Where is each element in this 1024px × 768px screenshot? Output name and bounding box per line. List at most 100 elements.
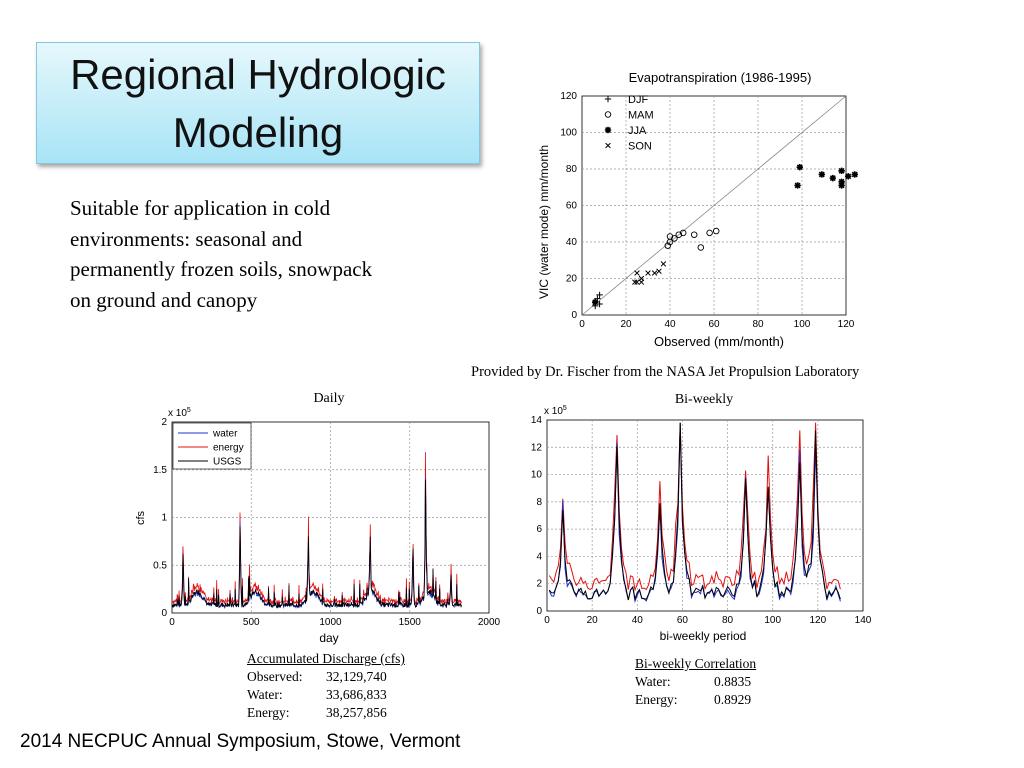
daily-chart-title: Daily <box>313 391 344 406</box>
biweekly-axes-box <box>546 419 864 612</box>
discharge-value-observed: 32,129,740 <box>326 669 387 684</box>
daily-xtick-label: 0 <box>169 617 175 628</box>
et-xtick-label: 0 <box>579 319 585 330</box>
biweekly-multiplier-exp: 5 <box>563 405 567 412</box>
correlation-row-water: Water: 0.8835 <box>635 673 756 691</box>
body-text: Suitable for application in cold environ… <box>70 193 470 315</box>
et-point-jja <box>838 178 845 185</box>
biweekly-xtick-label: 120 <box>810 615 827 626</box>
body-line-2: environments: seasonal and <box>70 226 303 251</box>
et-point-jja <box>838 167 845 175</box>
et-point-son <box>634 270 640 276</box>
daily-plot-area: 0 500 1000 1500 2000 0 0.5 1 1.5 2 water energy USGS <box>153 417 500 628</box>
et-point-son <box>651 270 658 276</box>
et-point-jja <box>796 163 803 171</box>
correlation-label-energy: Energy: <box>635 692 678 707</box>
biweekly-xtick-label: 140 <box>855 615 872 626</box>
slide-title-line-2: Modeling <box>172 109 344 156</box>
et-chart-title: Evapotranspiration (1986-1995) <box>629 70 812 85</box>
et-xtick-label: 100 <box>794 319 811 330</box>
et-point-mam <box>671 235 678 242</box>
et-legend-label-djf: DJF <box>628 94 648 106</box>
discharge-label-water: Water: <box>247 687 283 702</box>
daily-multiplier-exp: 5 <box>187 407 191 414</box>
biweekly-plot-area: 0 20 40 60 80 100 120 140 0 2 4 6 8 10 12 14 <box>531 415 872 626</box>
biweekly-xtick-label: 100 <box>764 615 781 626</box>
discharge-value-water: 33,686,833 <box>326 687 387 702</box>
body-line-3: permanently frozen soils, snowpack <box>70 257 373 281</box>
et-point-son <box>656 268 662 274</box>
et-xtick-label: 40 <box>664 319 676 330</box>
biweekly-xtick-label: 80 <box>722 615 734 626</box>
et-point-mam <box>690 231 698 238</box>
biweekly-xtick-label: 20 <box>587 615 599 626</box>
daily-multiplier-base: x 10 <box>168 408 187 419</box>
biweekly-discharge-chart: Bi-weekly x 105 bi-weekly period 0 20 40 60… <box>531 392 872 643</box>
biweekly-chart-title: Bi-weekly <box>675 392 733 407</box>
et-point-son <box>632 279 638 285</box>
daily-legend-label-energy: energy <box>213 443 244 454</box>
daily-ytick-label: 0 <box>161 608 167 619</box>
footer-text: 2014 NECPUC Annual Symposium, Stowe, Ver… <box>20 731 461 752</box>
daily-xtick-label: 500 <box>243 617 260 628</box>
biweekly-ytick-label: 4 <box>536 551 542 562</box>
biweekly-ytick-label: 14 <box>531 415 543 426</box>
biweekly-xtick-label: 40 <box>632 615 644 626</box>
et-ytick-label: 80 <box>566 164 578 175</box>
image-credit: Provided by Dr. Fischer from the NASA Je… <box>471 364 860 380</box>
et-plot-area: 0 20 40 60 80 100 120 0 20 40 60 80 100 120 DJF MAM JJA S… <box>560 91 858 330</box>
et-ytick-label: 60 <box>566 201 578 212</box>
daily-discharge-chart: Daily x 105 cfs day 0 500 1000 1500 2000 0 0.5… <box>135 391 500 645</box>
et-point-mam <box>706 229 713 237</box>
et-one-to-one-line <box>581 95 847 316</box>
discharge-label-observed: Observed: <box>247 669 303 684</box>
biweekly-ytick-label: 12 <box>531 442 543 453</box>
accumulated-discharge-table: Accumulated Discharge (cfs) Observed: 32,… <box>247 650 405 722</box>
et-point-son <box>660 261 667 267</box>
body-line-1: Suitable for application in cold <box>70 196 331 220</box>
discharge-heading: Accumulated Discharge (cfs) <box>247 651 405 666</box>
et-point-son <box>638 275 645 282</box>
et-point-mam <box>679 229 687 237</box>
et-legend-label-son: SON <box>628 141 652 153</box>
biweekly-series-energy <box>548 422 841 592</box>
daily-xtick-label: 1500 <box>399 617 422 628</box>
et-xtick-label: 20 <box>620 319 632 330</box>
correlation-row-energy: Energy: 0.8929 <box>635 691 756 709</box>
et-xtick-label: 60 <box>708 319 720 330</box>
daily-multiplier: x 105 <box>168 407 191 419</box>
daily-ytick-label: 1.5 <box>153 465 167 476</box>
biweekly-series-usgs <box>548 422 841 601</box>
biweekly-multiplier: x 105 <box>544 405 567 417</box>
body-line-4: on ground and canopy <box>70 287 258 312</box>
daily-legend-label-usgs: USGS <box>213 457 242 468</box>
correlation-value-energy: 0.8929 <box>714 692 752 707</box>
et-legend-label-jja: JJA <box>628 125 647 137</box>
et-chart-xlabel: Observed (mm/month) <box>654 334 784 349</box>
et-point-jja <box>845 173 852 180</box>
discharge-value-energy: 38,257,856 <box>326 705 387 720</box>
et-point-mam <box>712 227 720 235</box>
et-point-djf <box>596 291 603 299</box>
discharge-row-observed: Observed: 32,129,740 <box>247 668 405 686</box>
et-ytick-label: 0 <box>571 310 577 321</box>
correlation-label-water: Water: <box>635 674 671 689</box>
et-point-jja <box>794 182 801 189</box>
correlation-heading: Bi-weekly Correlation <box>635 656 757 671</box>
et-point-jja <box>838 182 845 189</box>
daily-xlabel: day <box>319 631 338 645</box>
et-point-jja <box>829 174 836 182</box>
discharge-row-water: Water: 33,686,833 <box>247 686 405 704</box>
daily-xtick-label: 1000 <box>319 617 342 628</box>
biweekly-xtick-label: 0 <box>544 615 550 626</box>
et-point-mam <box>666 233 674 240</box>
discharge-label-energy: Energy: <box>247 705 290 720</box>
biweekly-correlation-table: Bi-weekly Correlation Water: 0.8835 Energ… <box>635 655 756 709</box>
biweekly-ytick-label: 0 <box>536 606 542 617</box>
biweekly-xlabel: bi-weekly period <box>660 629 747 643</box>
et-point-jja <box>851 171 858 178</box>
et-point-mam <box>604 111 612 118</box>
daily-ylabel: cfs <box>135 510 147 525</box>
daily-ytick-label: 1 <box>161 513 167 524</box>
biweekly-xtick-label: 60 <box>677 615 689 626</box>
